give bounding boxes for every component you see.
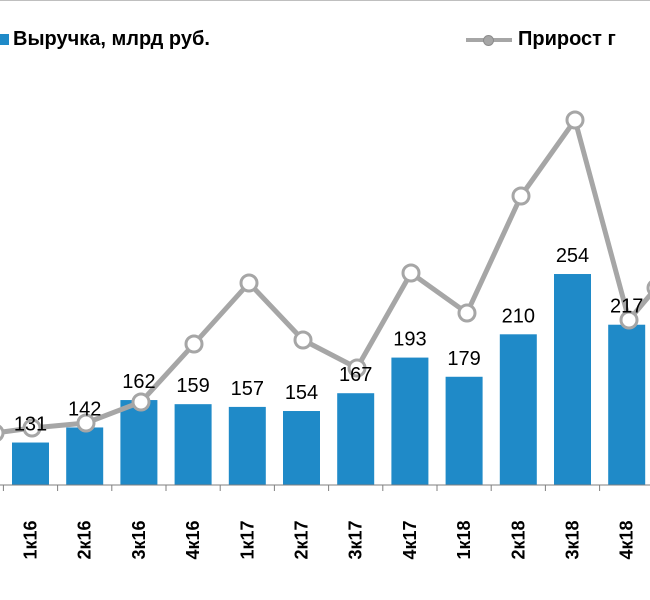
growth-marker-2 xyxy=(76,413,96,433)
data-label-1к17: 157 xyxy=(231,378,264,400)
growth-marker-12 xyxy=(619,310,639,330)
growth-marker-9 xyxy=(457,303,477,323)
growth-marker-0 xyxy=(0,424,5,442)
growth-marker-5 xyxy=(239,273,259,293)
x-tick-label-2к18: 2к18 xyxy=(508,520,528,559)
bar-3к16 xyxy=(120,400,158,485)
bar-4к18 xyxy=(608,324,646,485)
data-label-3к16: 162 xyxy=(122,371,155,393)
data-label-2к18: 210 xyxy=(502,305,535,327)
bar-3к17 xyxy=(337,393,375,485)
legend-swatch-revenue xyxy=(0,34,9,45)
data-label-3к18: 254 xyxy=(556,245,589,267)
bar-2к17 xyxy=(283,411,320,485)
legend: Выручка, млрд руб. Прирост г xyxy=(0,28,650,58)
bar-4к17 xyxy=(391,357,429,485)
legend-label-revenue: Выручка, млрд руб. xyxy=(13,28,210,50)
x-tick-label-3к18: 3к18 xyxy=(563,520,583,559)
data-label-2к16: 142 xyxy=(68,398,101,420)
data-label-4к17: 193 xyxy=(393,329,426,351)
x-tick-label-2к16: 2к16 xyxy=(75,520,95,559)
x-tick-label-1к18: 1к18 xyxy=(454,520,474,559)
x-tick-label-3к16: 3к16 xyxy=(129,520,149,559)
data-label-1к16: 131 xyxy=(14,414,47,436)
growth-marker-4 xyxy=(184,334,204,354)
legend-label-growth: Прирост г xyxy=(518,28,616,50)
data-label-2к17: 154 xyxy=(285,382,318,404)
growth-marker-11 xyxy=(565,110,585,130)
x-tick-label-1к17: 1к17 xyxy=(237,520,257,559)
bar-1к18 xyxy=(445,376,483,485)
growth-marker-8 xyxy=(401,263,421,283)
x-tick-label-4к16: 4к16 xyxy=(183,520,203,559)
growth-line xyxy=(0,117,650,435)
data-label-3к17: 167 xyxy=(339,364,372,386)
growth-marker-6 xyxy=(293,330,313,350)
growth-marker-3 xyxy=(131,392,151,412)
bar-3к18 xyxy=(554,274,591,485)
legend-item-growth: Прирост г xyxy=(466,28,616,51)
growth-marker-1 xyxy=(22,418,42,438)
data-label-4к18: 217 xyxy=(610,296,643,318)
bar-4к16 xyxy=(174,404,212,485)
legend-swatch-growth xyxy=(466,33,512,47)
data-label-1к18: 179 xyxy=(447,348,480,370)
bar-2к16 xyxy=(66,427,104,485)
x-tick-label-3к17: 3к17 xyxy=(346,520,366,559)
x-tick-label-4к18: 4к18 xyxy=(617,520,637,559)
bar-2к18 xyxy=(499,334,537,485)
bar-1к17 xyxy=(228,406,266,485)
growth-marker-7 xyxy=(347,358,367,378)
x-tick-label-2к17: 2к17 xyxy=(292,520,312,559)
growth-line-group xyxy=(0,110,650,442)
bar-1к16 xyxy=(12,442,49,485)
x-tick-label-1к16: 1к16 xyxy=(21,520,41,559)
x-tick-label-4к17: 4к17 xyxy=(400,520,420,559)
data-label-4к16: 159 xyxy=(176,375,209,397)
legend-item-revenue: Выручка, млрд руб. xyxy=(0,28,210,51)
growth-marker-10 xyxy=(511,186,531,206)
